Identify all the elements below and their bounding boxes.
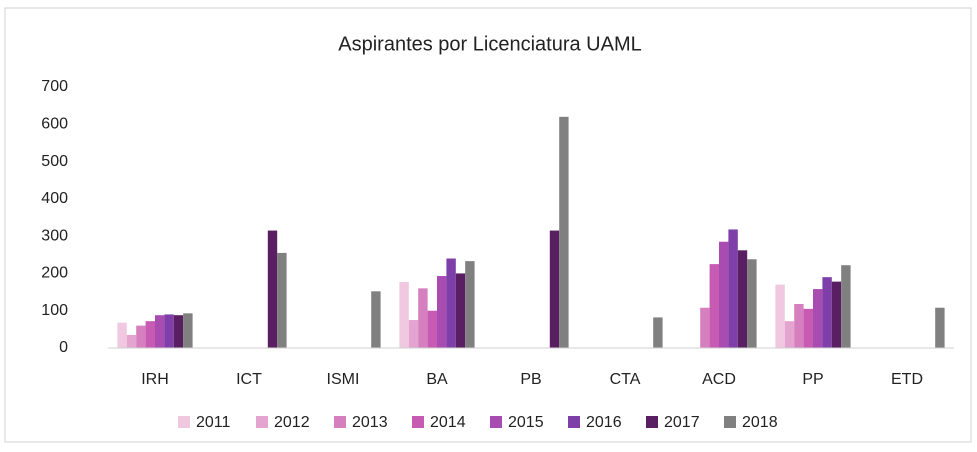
bar — [700, 307, 710, 348]
x-tick-label: ETD — [891, 371, 923, 388]
x-tick-label: PB — [520, 371, 541, 388]
bar — [813, 289, 823, 348]
bar — [455, 273, 466, 348]
y-tick-label: 100 — [41, 302, 68, 319]
bar — [427, 310, 437, 348]
y-tick-label: 0 — [59, 339, 68, 356]
legend-swatch — [256, 416, 268, 428]
legend-swatch — [334, 416, 346, 428]
x-tick-label: BA — [426, 371, 448, 388]
legend-swatch — [646, 416, 658, 428]
legend-label: 2018 — [742, 414, 778, 431]
bar — [446, 258, 456, 348]
legend-label: 2015 — [508, 414, 544, 431]
x-tick-label: ACD — [702, 371, 736, 388]
y-tick-label: 200 — [41, 265, 68, 282]
legend-label: 2014 — [430, 414, 466, 431]
chart-border — [4, 7, 972, 443]
bar — [841, 265, 851, 348]
bar — [549, 230, 560, 348]
chart-title: Aspirantes por Licenciatura UAML — [338, 33, 641, 55]
x-tick-label: IRH — [141, 371, 169, 388]
bar — [719, 241, 729, 348]
bar — [418, 288, 428, 348]
legend-label: 2012 — [274, 414, 310, 431]
x-tick-label: ICT — [236, 371, 262, 388]
legend-label: 2017 — [664, 414, 700, 431]
bar — [399, 282, 409, 348]
bar — [408, 320, 419, 348]
bar — [155, 315, 165, 348]
bar — [371, 291, 381, 348]
legend-label: 2011 — [196, 414, 231, 431]
y-tick-label: 500 — [41, 153, 68, 170]
bar — [831, 281, 842, 348]
bar — [728, 229, 738, 348]
x-tick-label: ISMI — [327, 371, 360, 388]
bar — [437, 276, 447, 348]
legend-swatch — [490, 416, 502, 428]
bar — [465, 261, 475, 348]
legend-swatch — [412, 416, 424, 428]
y-tick-label: 400 — [41, 190, 68, 207]
y-tick-label: 600 — [41, 116, 68, 133]
bar — [775, 284, 785, 348]
legend-label: 2016 — [586, 414, 622, 431]
bar — [126, 334, 137, 348]
y-tick-label: 700 — [41, 78, 68, 95]
bar — [822, 277, 832, 348]
bar — [737, 250, 748, 348]
bar — [559, 116, 569, 348]
bar — [747, 259, 757, 348]
bar — [164, 314, 174, 348]
legend-swatch — [724, 416, 736, 428]
bar — [136, 325, 146, 348]
legend-swatch — [178, 416, 190, 428]
x-tick-label: PP — [802, 371, 823, 388]
bar — [784, 321, 795, 348]
bar — [653, 317, 663, 348]
bar — [183, 313, 193, 348]
bar — [117, 322, 127, 348]
bar — [145, 321, 155, 348]
y-tick-label: 300 — [41, 227, 68, 244]
bar — [794, 304, 804, 348]
legend-swatch — [568, 416, 580, 428]
x-tick-label: CTA — [610, 371, 641, 388]
legend-label: 2013 — [352, 414, 388, 431]
bar — [267, 230, 278, 348]
bar — [709, 264, 719, 348]
bar — [803, 308, 813, 348]
bar — [277, 252, 287, 348]
bar — [935, 307, 945, 348]
bar — [173, 315, 184, 348]
